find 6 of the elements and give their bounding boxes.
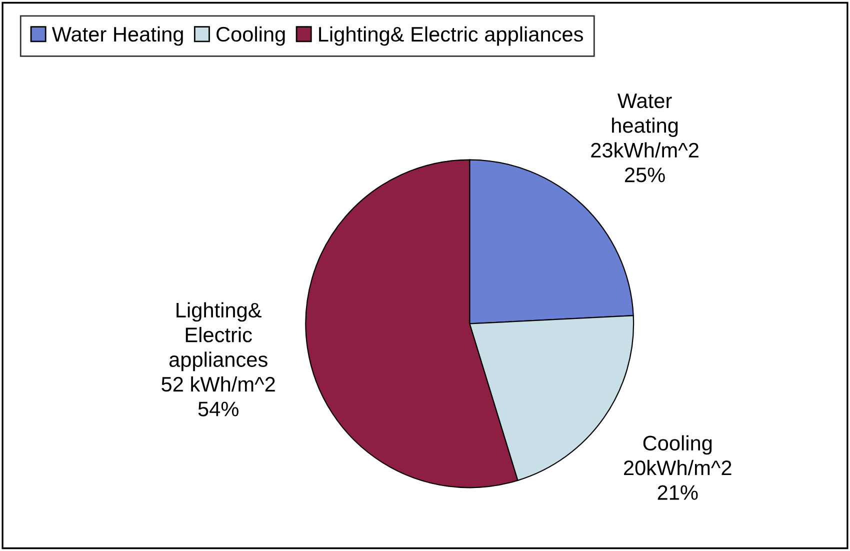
data-label: Water heating 23kWh/m^2 25% [591,94,698,182]
legend-label: Water Heating [52,26,183,46]
data-label: Cooling 20kWh/m^2 21% [624,435,732,500]
legend-label: Lighting& Electric appliances [319,26,583,46]
legend-label: Cooling [216,26,285,46]
data-label: Lighting& Electric appliances 52 kWh/m^2 54% [162,302,275,416]
